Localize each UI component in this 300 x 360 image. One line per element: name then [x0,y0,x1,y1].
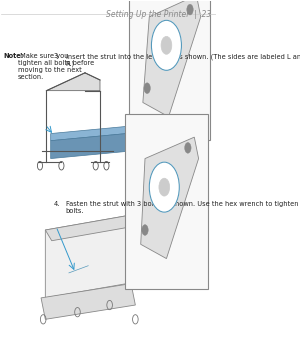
Polygon shape [46,73,100,91]
Polygon shape [41,284,135,319]
Circle shape [149,162,179,212]
Polygon shape [45,216,127,298]
Text: 4.: 4. [54,202,60,207]
Text: Make sure you
tighten all bolts before
moving to the next
section.: Make sure you tighten all bolts before m… [18,53,94,80]
Polygon shape [141,137,199,258]
Circle shape [152,20,182,70]
FancyBboxPatch shape [129,0,210,140]
FancyBboxPatch shape [124,114,208,289]
Text: Fasten the strut with 3 bolts as shown. Use the hex wrench to tighten the
bolts.: Fasten the strut with 3 bolts as shown. … [66,202,300,215]
Circle shape [142,225,148,235]
Polygon shape [51,130,164,158]
Text: 3.: 3. [54,53,60,59]
Polygon shape [45,216,133,241]
Polygon shape [51,123,164,141]
Circle shape [185,143,191,153]
Circle shape [161,36,172,54]
Polygon shape [143,0,201,117]
Circle shape [144,83,150,94]
Circle shape [187,4,193,15]
Text: Setting Up the Printer  |  23: Setting Up the Printer | 23 [106,10,212,19]
Text: Note:: Note: [4,53,24,59]
Text: Insert the strut into the left side as shown. (The sides are labeled L and
R.): Insert the strut into the left side as s… [66,53,300,67]
Circle shape [159,178,170,196]
